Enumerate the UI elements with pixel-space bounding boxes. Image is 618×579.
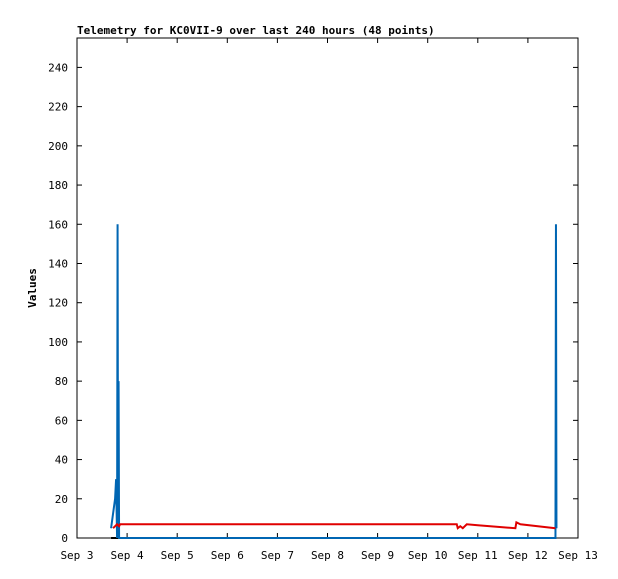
y-tick-label: 0 xyxy=(61,532,68,545)
y-tick-label: 100 xyxy=(48,336,68,349)
y-tick-label: 60 xyxy=(55,414,68,427)
y-tick-label: 140 xyxy=(48,257,68,270)
y-axis-label: Values xyxy=(26,268,39,308)
x-tick-label: Sep 8 xyxy=(311,549,344,562)
x-tick-label: Sep 12 xyxy=(508,549,548,562)
x-tick-label: Sep 4 xyxy=(111,549,144,562)
y-tick-label: 200 xyxy=(48,140,68,153)
x-tick-label: Sep 6 xyxy=(211,549,244,562)
x-tick-label: Sep 11 xyxy=(458,549,498,562)
x-tick-label: Sep 3 xyxy=(60,549,93,562)
y-tick-label: 80 xyxy=(55,375,68,388)
y-tick-label: 120 xyxy=(48,297,68,310)
series-line xyxy=(112,520,556,530)
y-tick-label: 180 xyxy=(48,179,68,192)
y-tick-label: 240 xyxy=(48,61,68,74)
x-tick-label: Sep 10 xyxy=(408,549,448,562)
x-tick-label: Sep 7 xyxy=(261,549,294,562)
y-tick-label: 220 xyxy=(48,101,68,114)
y-tick-label: 160 xyxy=(48,218,68,231)
x-tick-label: Sep 9 xyxy=(361,549,394,562)
x-tick-label: Sep 5 xyxy=(161,549,194,562)
y-tick-label: 20 xyxy=(55,493,68,506)
x-tick-label: Sep 13 xyxy=(558,549,598,562)
chart-title: Telemetry for KC0VII-9 over last 240 hou… xyxy=(77,24,435,37)
y-tick-label: 40 xyxy=(55,454,68,467)
series-line xyxy=(110,224,558,539)
